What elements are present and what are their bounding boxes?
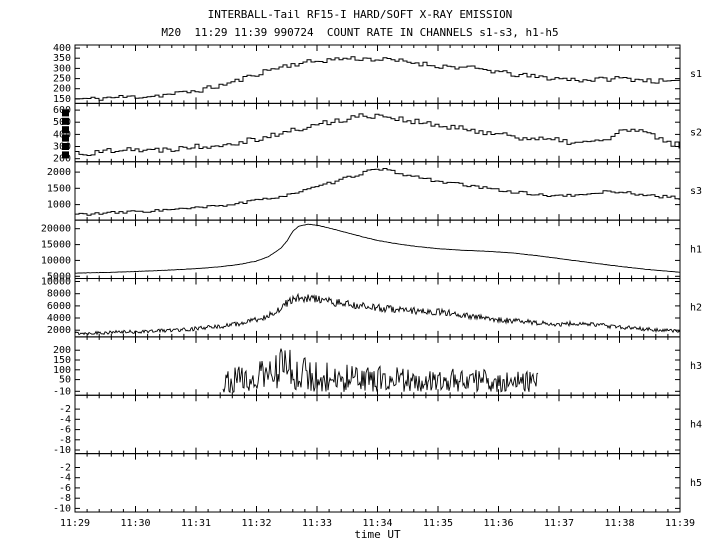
telemetry-marker-block	[62, 109, 69, 117]
x-tick-label: 11:38	[604, 518, 634, 529]
y-tick-label: 8000	[47, 289, 71, 300]
panel-frame-h4	[74, 394, 681, 455]
y-tick-label: 300	[53, 142, 71, 153]
y-tick-label: 200	[53, 345, 71, 356]
y-tick-label: 20000	[41, 224, 71, 235]
panel-label-h1: h1	[690, 244, 702, 255]
panel-label-h2: h2	[690, 303, 702, 314]
panel-frame-s2	[74, 102, 681, 163]
y-tick-label: -10	[53, 445, 71, 456]
y-tick-label: 400	[53, 43, 71, 54]
series-s2	[75, 113, 680, 156]
x-tick-label: 11:34	[362, 518, 392, 529]
y-tick-label: 2000	[47, 325, 71, 336]
y-tick-label: -6	[59, 483, 71, 494]
y-tick-label: 350	[53, 53, 71, 64]
y-tick-label: 500	[53, 117, 71, 128]
y-tick-label: 150	[53, 94, 71, 105]
y-tick-label: 6000	[47, 301, 71, 312]
series-h1	[74, 223, 681, 274]
chart-title: INTERBALL-Tail RF15-I HARD/SOFT X-RAY EM…	[207, 8, 513, 21]
y-tick-label: 200	[53, 154, 71, 165]
telemetry-marker-block	[62, 134, 69, 142]
panel-label-s3: s3	[690, 186, 702, 197]
x-tick-label: 11:30	[120, 518, 150, 529]
panel-label-h4: h4	[690, 419, 702, 430]
y-tick-label: 15000	[41, 240, 71, 251]
panel-label-s2: s2	[690, 128, 702, 139]
series-h2	[74, 292, 681, 336]
x-axis-label: time UT	[354, 528, 401, 541]
telemetry-marker-block	[62, 143, 69, 150]
panel-label-s1: s1	[690, 69, 702, 80]
panel-frame-s3	[74, 161, 681, 221]
y-tick-label: -8	[59, 435, 71, 446]
y-tick-label: 400	[53, 129, 71, 140]
panel-label-h3: h3	[690, 361, 702, 372]
y-tick-label: -8	[59, 493, 71, 504]
y-tick-label: -4	[59, 414, 71, 425]
y-tick-label: 10000	[41, 255, 71, 266]
y-tick-label: 5000	[47, 271, 71, 282]
y-tick-label: 150	[53, 355, 71, 366]
y-tick-label: 1500	[47, 183, 71, 194]
y-tick-label: -4	[59, 473, 71, 484]
y-tick-label: 50	[59, 375, 71, 386]
y-tick-label: 10000	[41, 277, 71, 288]
x-tick-label: 11:39	[665, 518, 695, 529]
x-tick-label: 11:29	[60, 518, 90, 529]
series-s3	[75, 168, 680, 216]
telemetry-marker-block	[62, 117, 69, 125]
telemetry-marker-block	[62, 126, 69, 134]
panel-frame-h1	[74, 219, 681, 280]
x-tick-label: 11:35	[423, 518, 453, 529]
y-tick-label: -10	[53, 386, 71, 397]
x-tick-label: 11:37	[544, 518, 574, 529]
x-tick-label: 11:31	[181, 518, 211, 529]
y-tick-label: 1000	[47, 200, 71, 211]
panel-label-h5: h5	[690, 478, 702, 489]
y-tick-label: 300	[53, 63, 71, 74]
y-tick-label: -10	[53, 503, 71, 514]
y-tick-label: 2000	[47, 167, 71, 178]
y-tick-label: -6	[59, 425, 71, 436]
x-tick-label: 11:33	[302, 518, 332, 529]
chart-subtitle: M20 11:29 11:39 990724 COUNT RATE IN CHA…	[161, 26, 559, 39]
y-tick-label: 250	[53, 74, 71, 85]
x-tick-label: 11:36	[483, 518, 513, 529]
y-tick-label: -2	[59, 463, 71, 474]
y-tick-label: 100	[53, 365, 71, 376]
y-tick-label: 200	[53, 84, 71, 95]
series-h3	[222, 348, 539, 394]
x-tick-label: 11:32	[241, 518, 271, 529]
y-tick-label: 4000	[47, 313, 71, 324]
y-tick-label: -2	[59, 404, 71, 415]
panel-frame-h2	[74, 278, 681, 338]
y-tick-label: 600	[53, 105, 71, 116]
telemetry-marker-block	[62, 151, 69, 159]
panel-frame-h5	[74, 453, 681, 513]
series-s1	[75, 56, 680, 101]
